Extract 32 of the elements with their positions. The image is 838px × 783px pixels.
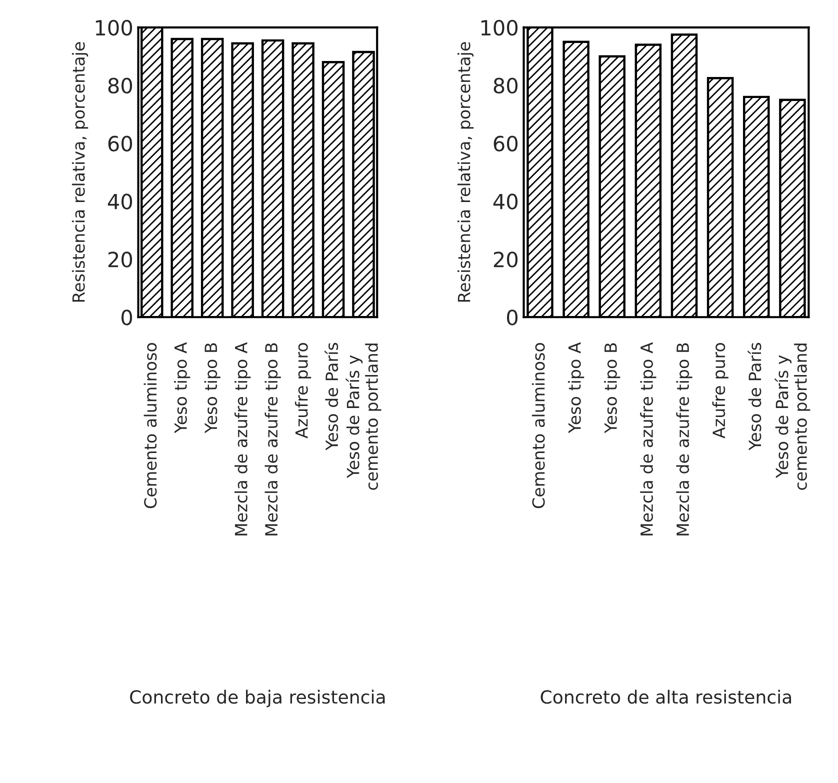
y-tick-label: 60	[494, 136, 518, 152]
y-tick-label: 100	[96, 20, 132, 36]
y-tick-label: 80	[108, 78, 132, 94]
x-tick-label: Yeso tipo A	[568, 342, 584, 434]
x-tick-label: Yeso tipo B	[204, 343, 220, 434]
y-tick-label: 0	[507, 310, 518, 326]
x-tick-label: Cemento aluminoso	[532, 343, 545, 508]
x-axis-title: Concreto de baja resistencia	[130, 690, 385, 708]
x-tick-label: Yeso de París y cemento portland	[346, 344, 382, 490]
y-tick-label: 60	[108, 136, 132, 152]
x-tick-label: Mezcla de azufre tipo B	[676, 343, 692, 536]
x-tick-label: Mezcla de azufre tipo A	[234, 342, 251, 536]
x-tick-label: Yeso tipo B	[604, 343, 620, 434]
x-tick-label: Yeso de París	[324, 342, 338, 450]
x-tick-label: Yeso tipo A	[174, 342, 190, 434]
x-tick-label: Yeso de París y cemento portland	[774, 344, 810, 490]
y-tick-label: 20	[494, 252, 518, 268]
y-tick-label: 40	[493, 194, 518, 210]
y-tick-label: 80	[494, 78, 518, 94]
y-tick-label: 0	[122, 310, 132, 326]
x-tick-label: Cemento aluminoso	[144, 343, 157, 508]
y-tick-label: 20	[108, 252, 132, 268]
x-tick-label: Azufre puro	[712, 343, 728, 438]
x-tick-label: Mezcla de azufre tipo B	[264, 343, 281, 536]
y-axis-title: Resistencia relativa, porcentaje	[72, 42, 88, 302]
x-tick-label: Azufre puro	[294, 343, 312, 438]
y-tick-label: 100	[481, 20, 518, 36]
x-tick-label: Yeso de París	[748, 342, 762, 450]
y-axis-title: Resistencia relativa, porcentaje	[457, 42, 474, 302]
x-axis-title: Concreto de alta resistencia	[540, 690, 792, 704]
x-tick-label: Mezcla de azufre tipo A	[640, 342, 656, 536]
y-tick-label: 40	[108, 194, 132, 210]
